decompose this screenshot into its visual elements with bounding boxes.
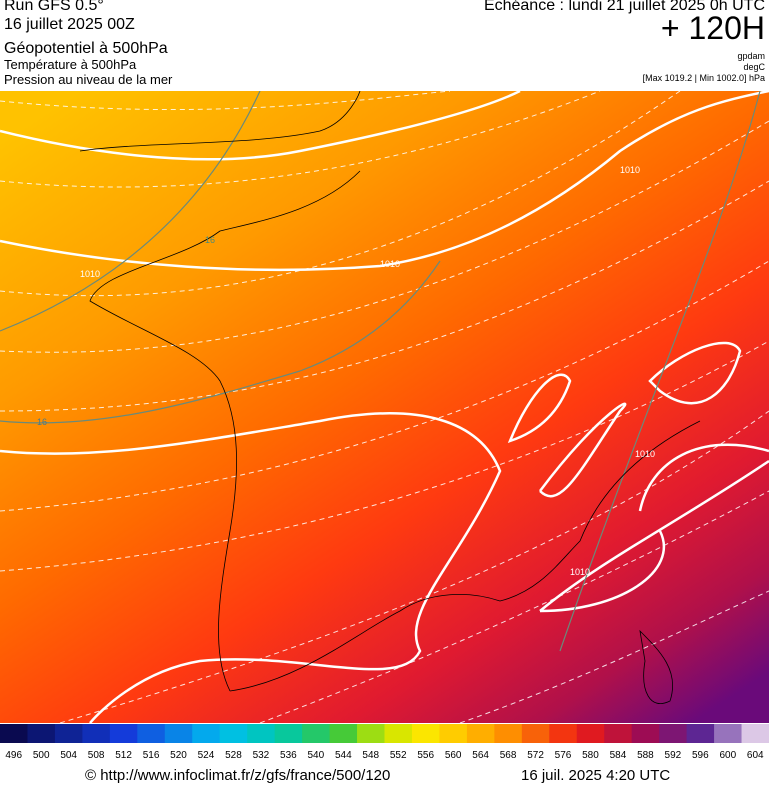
legend-label: 568 xyxy=(500,750,517,761)
pressure-name: Pression au niveau de la mer xyxy=(4,72,173,87)
legend-label: 524 xyxy=(198,750,215,761)
legend-label: 600 xyxy=(719,750,736,761)
legend-label: 528 xyxy=(225,750,242,761)
legend-swatch xyxy=(631,724,660,743)
legend-swatch xyxy=(384,724,413,743)
legend-swatch xyxy=(247,724,276,743)
legend-swatch xyxy=(659,724,688,743)
legend-swatch xyxy=(714,724,743,743)
legend-label: 596 xyxy=(692,750,709,761)
run-title: Run GFS 0.5° xyxy=(4,0,104,14)
legend-swatch xyxy=(54,724,83,743)
height-contours xyxy=(0,91,769,723)
echeance: Echéance : lundi 21 juillet 2025 0h UTC xyxy=(483,0,765,14)
legend-label: 552 xyxy=(390,750,407,761)
run-date: 16 juillet 2025 00Z xyxy=(4,16,135,33)
legend-label: 500 xyxy=(33,750,50,761)
legend-swatch xyxy=(604,724,633,743)
timestamp: 16 juil. 2025 4:20 UTC xyxy=(521,767,671,784)
legend-label: 572 xyxy=(527,750,544,761)
map-background xyxy=(0,91,769,723)
legend-swatch xyxy=(109,724,138,743)
legend-label: 584 xyxy=(610,750,627,761)
legend-label: 548 xyxy=(362,750,379,761)
legend-swatch xyxy=(411,724,440,743)
legend-swatch xyxy=(521,724,550,743)
contour-labels: 1010 1010 1010 1010 1010 16 16 xyxy=(37,165,655,577)
legend-swatch xyxy=(439,724,468,743)
legend-label: 496 xyxy=(5,750,22,761)
contour-label: 16 xyxy=(37,417,47,427)
unit-gpdam: gpdam xyxy=(737,51,765,61)
contour-label: 16 xyxy=(205,235,215,245)
temp-name: Température à 500hPa xyxy=(4,57,137,72)
contour-label: 1010 xyxy=(80,269,100,279)
legend-label: 520 xyxy=(170,750,187,761)
legend-swatch xyxy=(357,724,385,743)
legend-label: 576 xyxy=(555,750,572,761)
contour-label: 1010 xyxy=(380,259,400,269)
legend-label: 508 xyxy=(88,750,105,761)
legend-swatch xyxy=(0,724,28,743)
legend-swatch xyxy=(549,724,578,743)
source-url: © http://www.infoclimat.fr/z/gfs/france/… xyxy=(85,767,391,784)
legend-label: 560 xyxy=(445,750,462,761)
isobars xyxy=(0,91,769,723)
legend-swatch xyxy=(192,724,221,743)
unit-degc: degC xyxy=(743,62,765,72)
legend-label: 580 xyxy=(582,750,599,761)
coastline xyxy=(79,91,701,704)
legend-label: 544 xyxy=(335,750,352,761)
contour-label: 1010 xyxy=(620,165,640,175)
pressure-range: [Max 1019.2 | Min 1002.0] hPa xyxy=(642,73,765,83)
legend-label: 532 xyxy=(253,750,270,761)
color-legend: 496 500 504 508 512 516 520 524 528 532 536 540 544 5… xyxy=(0,724,769,761)
legend-swatch xyxy=(137,724,166,743)
legend-swatch xyxy=(686,724,715,743)
legend-label: 540 xyxy=(307,750,324,761)
contour-label: 1010 xyxy=(635,449,655,459)
legend-label: 504 xyxy=(60,750,77,761)
map: 1010 1010 1010 1010 1010 16 16 xyxy=(0,91,769,723)
legend-swatch xyxy=(219,724,248,743)
legend-swatch xyxy=(82,724,111,743)
legend-swatch xyxy=(302,724,331,743)
contour-label: 1010 xyxy=(570,567,590,577)
field-name: Géopotentiel à 500hPa xyxy=(4,40,168,57)
legend-label: 564 xyxy=(472,750,489,761)
legend-swatch xyxy=(494,724,523,743)
legend-swatch xyxy=(741,724,769,743)
legend-swatch xyxy=(576,724,605,743)
legend-swatch xyxy=(466,724,495,743)
legend-swatch xyxy=(274,724,303,743)
temperature-contours xyxy=(0,91,761,652)
lead-time: + 120H xyxy=(660,10,765,46)
legend-label: 536 xyxy=(280,750,297,761)
legend-label: 588 xyxy=(637,750,654,761)
legend-label: 556 xyxy=(417,750,434,761)
legend-swatch xyxy=(329,724,358,743)
legend-label: 592 xyxy=(665,750,682,761)
legend-swatch xyxy=(164,724,193,743)
legend-label: 516 xyxy=(143,750,160,761)
legend-label: 512 xyxy=(115,750,132,761)
legend-swatch xyxy=(27,724,56,743)
legend-label: 604 xyxy=(747,750,764,761)
